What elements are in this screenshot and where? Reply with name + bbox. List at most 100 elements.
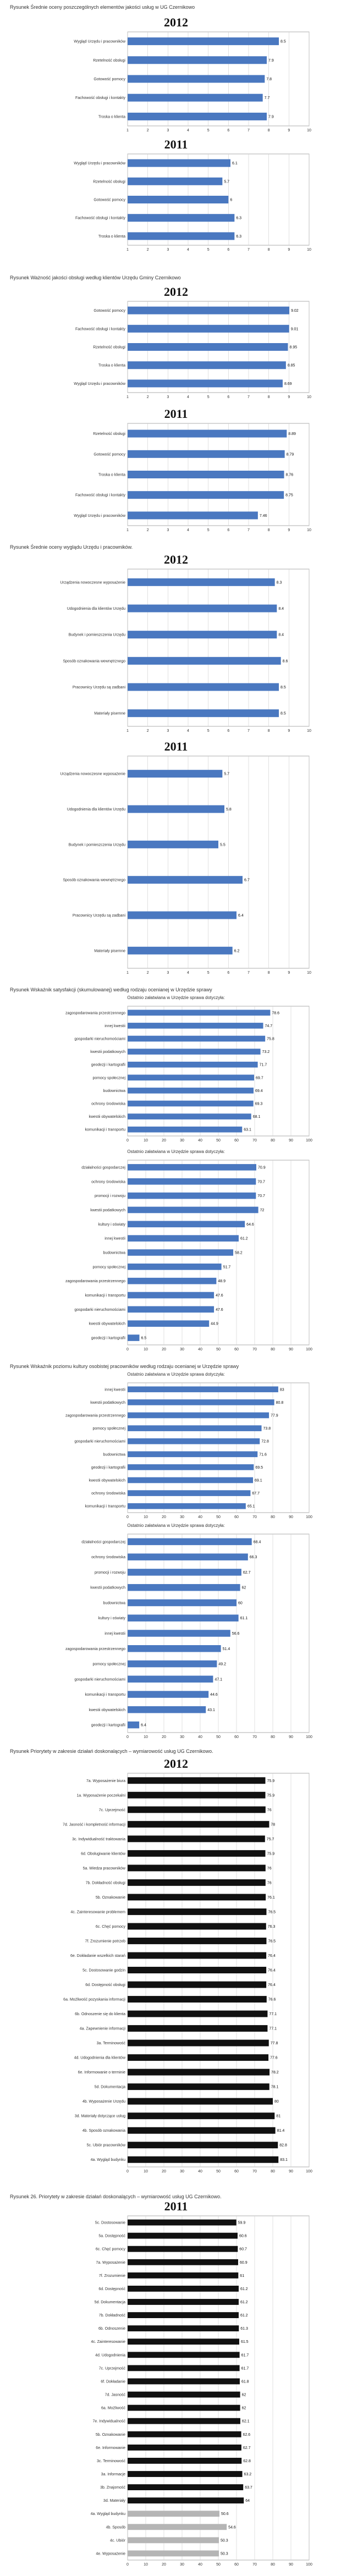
value-label: 61.1 [240,1617,248,1620]
value-label: 50.3 [221,2552,228,2556]
x-tick-label: 20 [162,1139,166,1143]
value-label: 8.85 [288,364,295,368]
x-tick-label: 6 [227,129,229,133]
bar [128,657,281,665]
value-label: 63.2 [244,2473,252,2476]
value-label: 62 [242,1586,246,1590]
x-tick-label: 20 [162,2563,166,2567]
value-label: 8.5 [280,40,286,44]
x-tick-label: 7 [248,395,250,399]
bar [128,450,285,458]
value-label: 65.1 [248,1505,255,1509]
category-label: 4b. Sposób [106,2525,126,2529]
category-label: 4b. Sposób oznakowania [82,2129,125,2133]
bar [128,361,286,369]
bar [128,2550,219,2557]
bar [128,1721,140,1729]
x-tick-label: 8 [268,248,270,252]
x-tick-label: 6 [227,248,229,252]
category-label: 5a. Dostępność [98,2235,125,2238]
value-label: 71.7 [260,1063,267,1067]
x-tick-label: 9 [288,528,290,532]
category-label: Troska o klienta [98,235,125,239]
value-label: 62.8 [243,2459,251,2463]
bar [128,511,258,520]
category-label: 4c. Ubiór [110,2539,126,2542]
value-label: 61.2 [240,1237,248,1241]
value-label: 6.2 [234,949,240,953]
category-label: 4c. Zainteresowanie [91,2340,125,2344]
bar [128,2299,239,2305]
x-tick-label: 100 [306,2170,312,2174]
bar [128,1438,260,1444]
bar [128,1088,254,1094]
bar [128,1691,209,1698]
value-label: 54.6 [228,2525,236,2529]
x-tick-label: 60 [234,1139,239,1143]
value-label: 49.2 [218,1663,226,1667]
x-tick-label: 70 [252,1139,257,1143]
category-label: 4c. Zainteresowanie problemem [70,1910,125,1914]
category-label: Wygląd Urzędu i pracowników [74,382,126,386]
category-label: 5b. Oznakowanie [96,1896,125,1900]
x-tick-label: 6 [227,971,229,975]
figure-caption: Rysunek Wskaźnik poziomu kultury osobist… [10,1364,239,1369]
x-tick-label: 3 [167,729,169,733]
x-tick-label: 10 [144,1515,148,1519]
category-label: 6d. Obsługiwanie klientów [81,1852,126,1856]
value-label: 83 [280,1388,284,1392]
bar [128,2054,269,2061]
x-tick-label: 5 [207,729,210,733]
value-label: 71.6 [259,1453,267,1457]
category-label: zagospodarowania przestrzennego [65,1414,125,1418]
bar [128,946,233,955]
value-label: 6.7 [244,879,250,882]
category-label: 4b. Wyposażenie Urzędu [82,2100,125,2104]
x-tick-label: 40 [198,2563,202,2567]
value-label: 6.1 [232,162,238,166]
x-tick-label: 9 [288,971,290,975]
x-tick-label: 9 [288,248,290,252]
bar [128,2098,273,2105]
bar [128,1235,239,1242]
x-tick-label: 70 [252,1515,257,1519]
value-label: 66.3 [250,1555,257,1559]
x-tick-label: 60 [234,1348,239,1352]
category-label: 7e. Indywidualność [92,2420,125,2424]
x-tick-label: 20 [162,2170,166,2174]
x-tick-label: 8 [268,971,270,975]
category-label: 7b. Dokładność obsługi [86,1881,126,1885]
value-label: 77.8 [271,2042,278,2045]
category-label: Udogodnienia dla klientów Urzędu [67,808,125,812]
value-label: 62.6 [243,2433,251,2437]
bar [128,1791,266,1799]
bar [128,709,279,718]
figure-caption: Rysunek Priorytety w zakresie działań do… [10,1748,213,1754]
x-tick-label: 10 [307,729,311,733]
category-label: 6d. Dostępność obsługi [85,1983,125,1987]
x-tick-label: 4 [187,129,189,133]
value-label: 77.6 [270,2056,278,2060]
value-label: 63.7 [245,2486,252,2490]
category-label: 3c. Indywidualność traktowania [72,1838,125,1841]
category-label: promocji i rozwoju [95,1194,125,1198]
x-tick-label: 0 [127,1735,129,1739]
bar [128,177,223,185]
value-label: 7.7 [265,96,270,100]
value-label: 76.4 [268,1983,276,1987]
value-label: 69.3 [255,1102,263,1106]
bar [128,1996,267,2003]
value-label: 83.1 [280,2158,288,2162]
category-label: Gotowość pomocy [94,309,125,313]
category-label: Sposób oznakowania wewnętrznego [63,659,125,663]
bar [128,1206,258,1213]
category-label: 5b. Oznakowanie [96,2433,125,2437]
x-tick-label: 30 [180,1515,184,1519]
x-tick-label: 90 [289,2563,293,2567]
bar [128,805,224,813]
category-label: 5c. Ubiór pracowników [87,2144,126,2148]
x-tick-label: 5 [207,971,210,975]
x-tick-label: 90 [289,1348,293,1352]
bar [128,2524,227,2530]
bar [128,491,284,499]
